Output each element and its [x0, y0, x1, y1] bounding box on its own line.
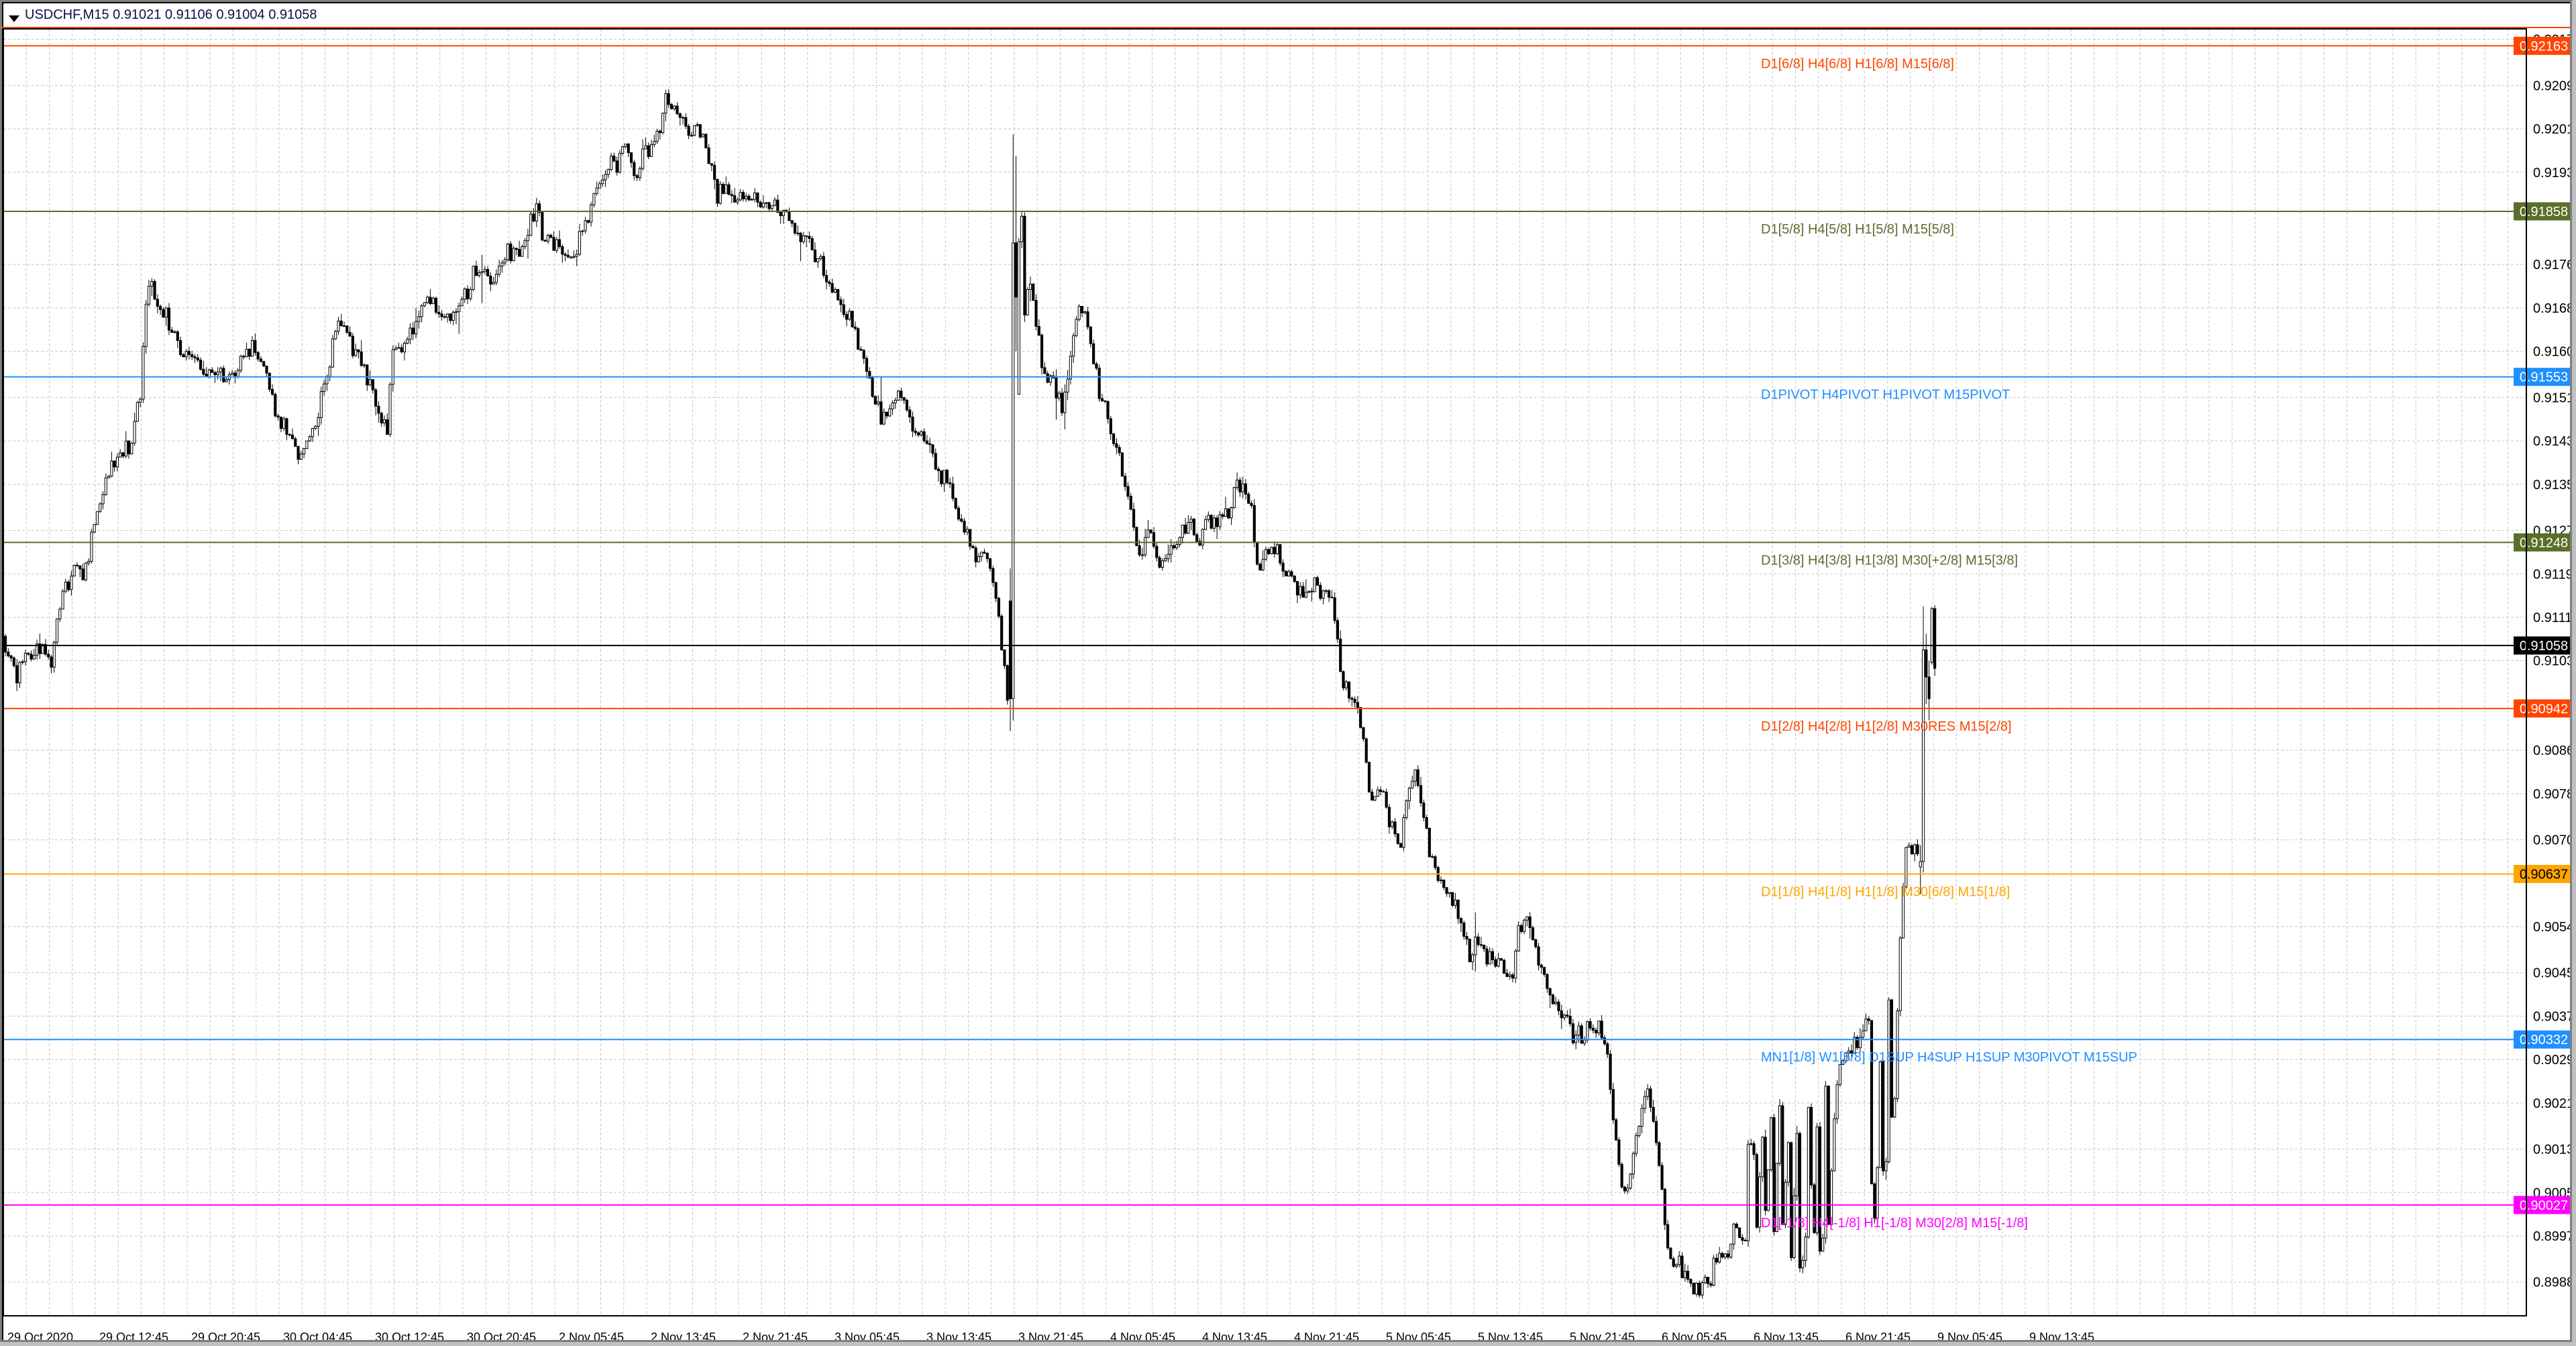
svg-text:29 Oct 20:45: 29 Oct 20:45	[191, 1331, 260, 1342]
svg-text:6 Nov 21:45: 6 Nov 21:45	[1845, 1331, 1911, 1342]
svg-text:4 Nov 13:45: 4 Nov 13:45	[1202, 1331, 1267, 1342]
svg-text:0.91600: 0.91600	[2533, 345, 2572, 360]
svg-text:0.91760: 0.91760	[2533, 258, 2572, 272]
svg-text:6 Nov 05:45: 6 Nov 05:45	[1662, 1331, 1727, 1342]
svg-text:0.92090: 0.92090	[2533, 79, 2572, 93]
svg-text:0.92010: 0.92010	[2533, 122, 2572, 137]
svg-text:0.91930: 0.91930	[2533, 166, 2572, 180]
svg-text:3 Nov 21:45: 3 Nov 21:45	[1018, 1331, 1083, 1342]
svg-text:9 Nov 13:45: 9 Nov 13:45	[2029, 1331, 2094, 1342]
svg-text:0.90130: 0.90130	[2533, 1143, 2572, 1157]
svg-text:4 Nov 05:45: 4 Nov 05:45	[1110, 1331, 1175, 1342]
svg-text:6 Nov 13:45: 6 Nov 13:45	[1754, 1331, 1819, 1342]
svg-text:3 Nov 13:45: 3 Nov 13:45	[926, 1331, 991, 1342]
svg-text:30 Oct 04:45: 30 Oct 04:45	[283, 1331, 352, 1342]
svg-text:2 Nov 05:45: 2 Nov 05:45	[559, 1331, 624, 1342]
svg-text:9 Nov 05:45: 9 Nov 05:45	[1937, 1331, 2002, 1342]
svg-text:0.90375: 0.90375	[2533, 1009, 2572, 1024]
svg-text:0.90540: 0.90540	[2533, 920, 2572, 935]
svg-text:0.90785: 0.90785	[2533, 787, 2572, 802]
svg-text:0.91435: 0.91435	[2533, 434, 2572, 449]
svg-text:0.89885: 0.89885	[2533, 1276, 2572, 1290]
svg-text:0.91515: 0.91515	[2533, 391, 2572, 405]
svg-text:29 Oct 12:45: 29 Oct 12:45	[99, 1331, 168, 1342]
svg-text:2 Nov 21:45: 2 Nov 21:45	[743, 1331, 808, 1342]
svg-text:MN1[1/8] W1[5/8] D1SUP H4SUP H: MN1[1/8] W1[5/8] D1SUP H4SUP H1SUP M30PI…	[1761, 1050, 2137, 1065]
svg-text:29 Oct 2020: 29 Oct 2020	[7, 1331, 73, 1342]
svg-text:30 Oct 20:45: 30 Oct 20:45	[467, 1331, 536, 1342]
svg-text:0.91190: 0.91190	[2533, 567, 2572, 582]
svg-text:2 Nov 13:45: 2 Nov 13:45	[651, 1331, 716, 1342]
svg-text:D1[6/8] H4[6/8] H1[6/8] M15[6/: D1[6/8] H4[6/8] H1[6/8] M15[6/8]	[1761, 56, 1954, 71]
svg-text:D1[2/8] H4[2/8] H1[2/8] M30RES: D1[2/8] H4[2/8] H1[2/8] M30RES M15[2/8]	[1761, 719, 2012, 734]
svg-text:0.90700: 0.90700	[2533, 833, 2572, 848]
svg-text:0.91355: 0.91355	[2533, 478, 2572, 493]
svg-text:5 Nov 13:45: 5 Nov 13:45	[1478, 1331, 1543, 1342]
svg-text:0.90865: 0.90865	[2533, 743, 2572, 758]
svg-text:USDCHF,M15 0.91021 0.91106 0.: USDCHF,M15 0.91021 0.91106 0.91004 0.910…	[25, 7, 317, 22]
svg-text:D1[3/8] H4[3/8] H1[3/8] M30[+2: D1[3/8] H4[3/8] H1[3/8] M30[+2/8] M15[3/…	[1761, 553, 2018, 568]
svg-text:0.90455: 0.90455	[2533, 966, 2572, 981]
svg-text:D1[5/8] H4[5/8] H1[5/8] M15[5/: D1[5/8] H4[5/8] H1[5/8] M15[5/8]	[1761, 222, 1954, 237]
svg-text:30 Oct 12:45: 30 Oct 12:45	[375, 1331, 444, 1342]
svg-text:D1PIVOT H4PIVOT H1PIVOT M15PIV: D1PIVOT H4PIVOT H1PIVOT M15PIVOT	[1761, 388, 2010, 403]
svg-text:4 Nov 21:45: 4 Nov 21:45	[1294, 1331, 1359, 1342]
svg-text:0.90215: 0.90215	[2533, 1096, 2572, 1111]
svg-text:0.91680: 0.91680	[2533, 301, 2572, 316]
svg-text:D1[-1/8] H4[-1/8] H1[-1/8] M30: D1[-1/8] H4[-1/8] H1[-1/8] M30[2/8] M15[…	[1761, 1216, 2028, 1231]
svg-text:0.89970: 0.89970	[2533, 1229, 2572, 1244]
svg-text:5 Nov 21:45: 5 Nov 21:45	[1570, 1331, 1635, 1342]
svg-text:5 Nov 05:45: 5 Nov 05:45	[1386, 1331, 1451, 1342]
svg-text:3 Nov 05:45: 3 Nov 05:45	[835, 1331, 900, 1342]
svg-text:0.91030: 0.91030	[2533, 654, 2572, 669]
svg-text:D1[1/8] H4[1/8] H1[1/8] M30[6/: D1[1/8] H4[1/8] H1[1/8] M30[6/8] M15[1/8…	[1761, 885, 2010, 900]
svg-text:0.90295: 0.90295	[2533, 1053, 2572, 1068]
